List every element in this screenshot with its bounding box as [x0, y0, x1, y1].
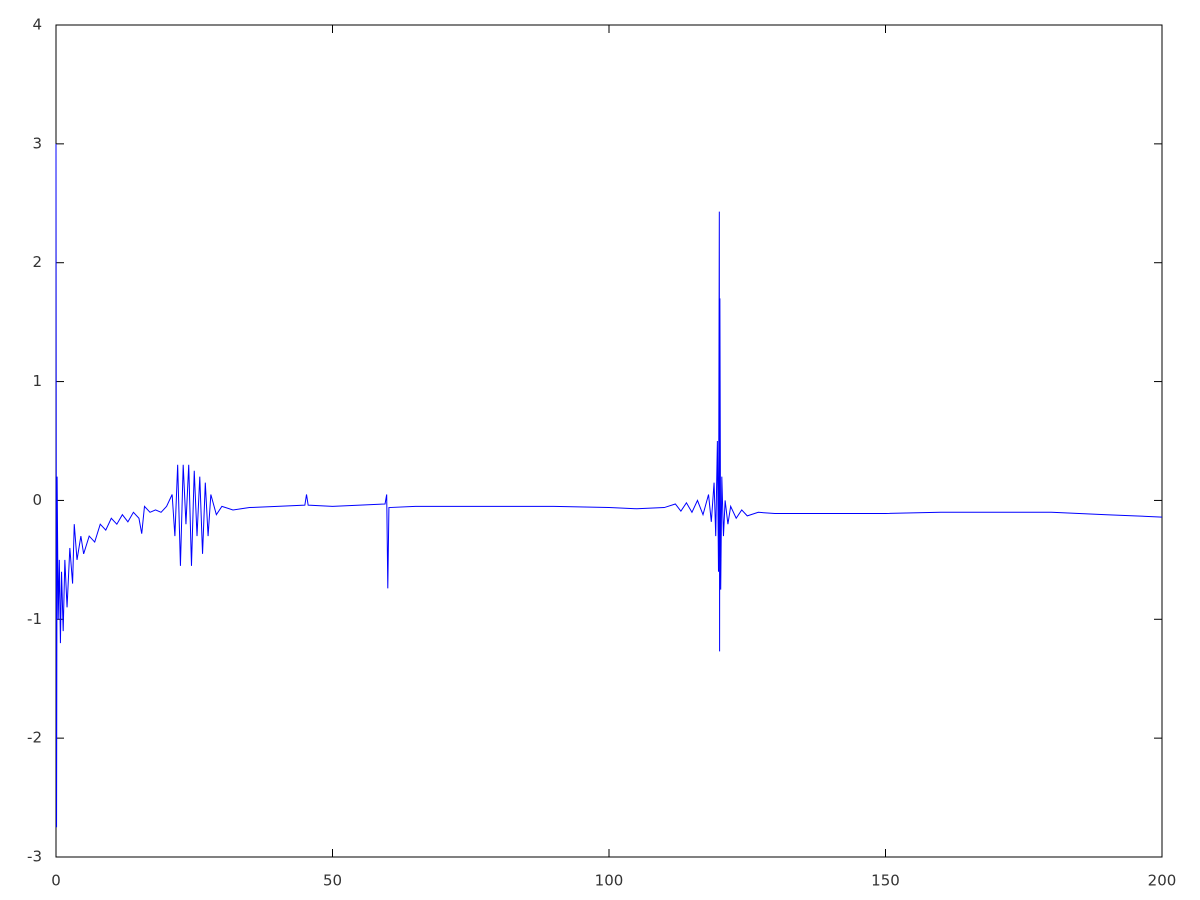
y-tick-label: 3	[32, 134, 42, 152]
y-tick-label: 2	[32, 253, 42, 271]
y-tick-label: 0	[32, 491, 42, 509]
x-tick-label: 50	[323, 872, 342, 890]
y-tick-label: -2	[27, 729, 42, 747]
x-tick-label: 0	[51, 872, 61, 890]
y-tick-label: -1	[27, 610, 42, 628]
x-tick-label: 150	[871, 872, 900, 890]
data-line	[55, 143, 1163, 828]
y-tick-label: 1	[32, 372, 42, 390]
y-tick-label: 4	[32, 16, 42, 34]
y-tick-label: -3	[27, 848, 42, 866]
plot-frame	[55, 24, 1163, 858]
x-tick-label: 100	[595, 872, 624, 890]
x-tick-label: 200	[1148, 872, 1177, 890]
